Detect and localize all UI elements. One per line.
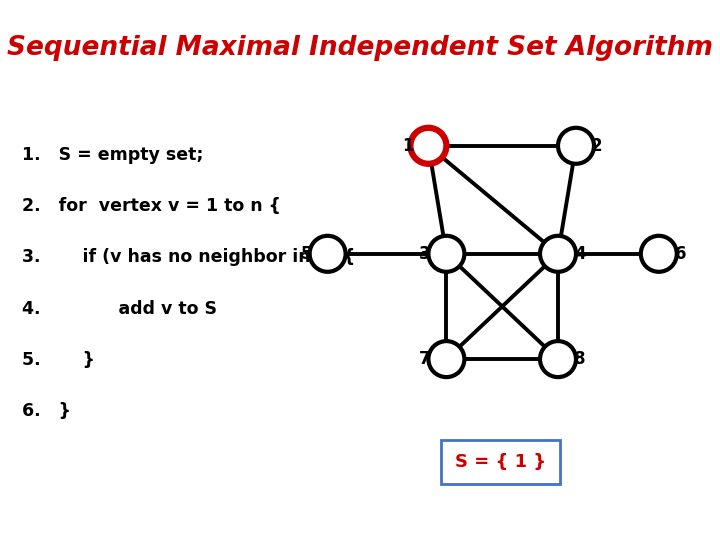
Text: 3.       if (v has no neighbor in S) {: 3. if (v has no neighbor in S) { bbox=[22, 248, 355, 266]
Text: 6.   }: 6. } bbox=[22, 402, 71, 420]
Text: 1: 1 bbox=[402, 137, 414, 155]
Text: 3: 3 bbox=[419, 245, 431, 263]
Text: 2.   for  vertex v = 1 to n {: 2. for vertex v = 1 to n { bbox=[22, 197, 281, 215]
FancyBboxPatch shape bbox=[441, 440, 560, 484]
Text: 4.             add v to S: 4. add v to S bbox=[22, 300, 217, 318]
Ellipse shape bbox=[410, 128, 446, 164]
Ellipse shape bbox=[641, 236, 677, 272]
Ellipse shape bbox=[540, 341, 576, 377]
Text: Sequential Maximal Independent Set Algorithm: Sequential Maximal Independent Set Algor… bbox=[7, 35, 713, 61]
Text: 8: 8 bbox=[574, 350, 585, 368]
Text: 5: 5 bbox=[300, 245, 312, 263]
Ellipse shape bbox=[428, 236, 464, 272]
Text: 6: 6 bbox=[675, 245, 686, 263]
Text: S = { 1 }: S = { 1 } bbox=[455, 453, 546, 471]
Text: 4: 4 bbox=[574, 245, 585, 263]
Ellipse shape bbox=[558, 128, 594, 164]
Text: 5.       }: 5. } bbox=[22, 351, 94, 369]
Text: 2: 2 bbox=[590, 137, 602, 155]
Ellipse shape bbox=[540, 236, 576, 272]
Ellipse shape bbox=[310, 236, 346, 272]
Ellipse shape bbox=[428, 341, 464, 377]
Text: 7: 7 bbox=[419, 350, 431, 368]
Text: 1.   S = empty set;: 1. S = empty set; bbox=[22, 146, 203, 164]
